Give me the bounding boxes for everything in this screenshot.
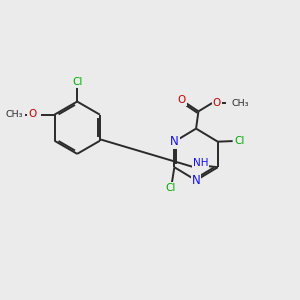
Text: NH: NH xyxy=(193,158,208,168)
Text: O: O xyxy=(213,98,221,108)
Text: N: N xyxy=(192,174,200,187)
Text: CH₃: CH₃ xyxy=(231,98,249,107)
Text: O: O xyxy=(28,109,36,119)
Text: CH₃: CH₃ xyxy=(5,110,23,119)
Text: N: N xyxy=(170,135,179,148)
Text: Cl: Cl xyxy=(234,136,245,146)
Text: O: O xyxy=(178,95,186,105)
Text: Cl: Cl xyxy=(166,183,176,193)
Text: Cl: Cl xyxy=(72,77,83,87)
